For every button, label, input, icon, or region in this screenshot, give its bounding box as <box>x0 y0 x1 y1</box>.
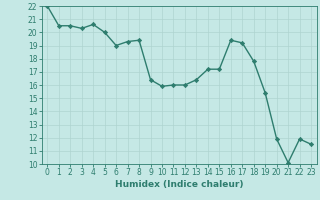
X-axis label: Humidex (Indice chaleur): Humidex (Indice chaleur) <box>115 180 244 189</box>
